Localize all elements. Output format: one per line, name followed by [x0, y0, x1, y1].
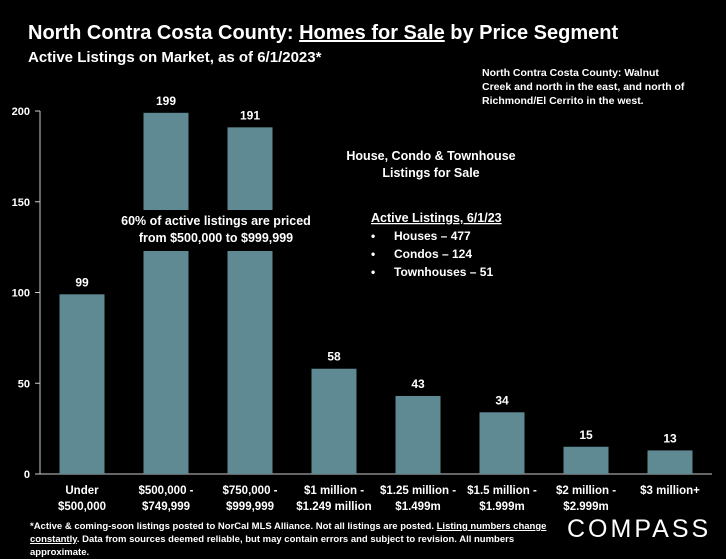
y-tick-label: 200	[12, 106, 30, 118]
x-tick-label: $1.5 million -	[467, 485, 537, 497]
bar	[479, 412, 525, 474]
data-label: 15	[579, 428, 593, 442]
title-prefix: North Contra Costa County:	[28, 22, 300, 44]
y-tick-label: 50	[18, 378, 30, 390]
bar	[59, 294, 105, 474]
data-label: 13	[663, 431, 677, 445]
active-listing-item: Condos – 124	[394, 247, 472, 261]
x-tick-label: $999,999	[226, 501, 274, 513]
chart-title: North Contra Costa County: Homes for Sal…	[28, 22, 618, 45]
x-tick-label: $1 million -	[304, 485, 364, 497]
title-suffix: by Price Segment	[444, 22, 619, 44]
listing-types-title: Listings for Sale	[382, 166, 479, 180]
y-tick-label: 100	[12, 288, 30, 300]
bar	[227, 127, 273, 475]
x-tick-label: Under	[65, 485, 99, 497]
footnote: *Active & coming-soon listings posted to…	[30, 520, 550, 559]
chart-subtitle: Active Listings on Market, as of 6/1/202…	[28, 49, 322, 66]
x-tick-label: $500,000	[58, 501, 106, 513]
callout-text: 60% of active listings are priced	[121, 214, 311, 228]
bar	[143, 112, 189, 474]
x-tick-label: $3 million+	[640, 485, 700, 497]
data-label: 191	[240, 108, 260, 122]
data-label: 43	[411, 377, 425, 391]
footnote-part1: *Active & coming-soon listings posted to…	[30, 521, 437, 532]
bullet: •	[371, 247, 375, 261]
bar	[311, 368, 357, 474]
bullet: •	[371, 229, 375, 243]
data-label: 34	[495, 393, 509, 407]
active-listing-item: Houses – 477	[394, 229, 471, 243]
x-tick-label: $500,000 -	[139, 485, 194, 497]
title-homes-for-sale-link[interactable]: Homes for Sale	[299, 22, 445, 44]
area-note: North Contra Costa County: Walnut Creek …	[482, 67, 685, 107]
data-label: 199	[156, 94, 176, 108]
x-tick-label: $1.999m	[479, 501, 524, 513]
x-tick-label: $1.25 million -	[380, 485, 456, 497]
data-label: 58	[327, 350, 341, 364]
bar	[647, 450, 693, 474]
compass-logo: COMPASS	[567, 515, 712, 543]
listing-types-title: House, Condo & Townhouse	[346, 149, 515, 163]
x-tick-label: $749,999	[142, 501, 190, 513]
x-tick-label: $1.249 million	[296, 501, 371, 513]
callout-text: from $500,000 to $999,999	[139, 231, 293, 245]
bullet: •	[371, 265, 375, 279]
y-tick-label: 150	[12, 197, 30, 209]
data-label: 99	[75, 275, 89, 289]
x-tick-label: $1.499m	[395, 501, 440, 513]
bar	[395, 395, 441, 474]
active-listings-heading: Active Listings, 6/1/23	[371, 211, 502, 225]
y-tick-label: 0	[24, 469, 30, 481]
footnote-link[interactable]: Listing numbers change constantly	[30, 521, 547, 545]
bar	[563, 446, 609, 474]
callout-background	[110, 210, 320, 251]
x-tick-label: $2.999m	[563, 501, 608, 513]
active-listing-item: Townhouses – 51	[394, 265, 493, 279]
x-tick-label: $2 million -	[556, 485, 616, 497]
footnote-part2: . Data from sources deemed reliable, but…	[30, 534, 515, 558]
x-tick-label: $750,000 -	[223, 485, 278, 497]
